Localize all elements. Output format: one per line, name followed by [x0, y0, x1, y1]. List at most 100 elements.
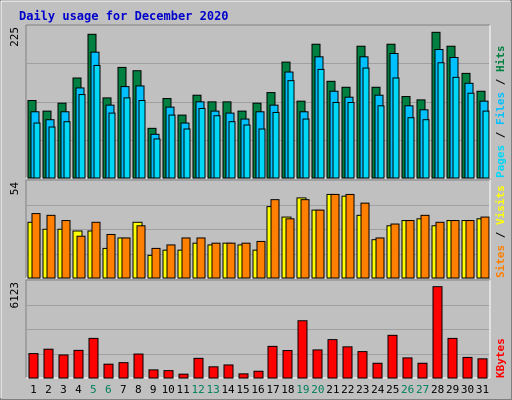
bar-sites-day-15	[241, 242, 251, 279]
bar-sites-day-2	[46, 214, 56, 279]
panel-kbytes: 6123 KBytes	[8, 279, 507, 379]
x-tick-label-day-7: 7	[120, 383, 127, 396]
bar-kbytes-day-5	[88, 337, 99, 379]
x-tick-label-day-2: 2	[45, 383, 52, 396]
kbytes-legend: KBytes	[494, 338, 507, 378]
x-tick-label-day-31: 31	[476, 383, 489, 396]
legend-hits: Hits	[494, 46, 507, 73]
bar-sites-day-27	[420, 214, 430, 279]
bar-sites-day-26	[405, 220, 415, 279]
bar-kbytes-day-7	[118, 362, 129, 379]
x-tick-label-day-4: 4	[75, 383, 82, 396]
bar-kbytes-day-21	[327, 339, 338, 379]
bar-kbytes-day-15	[238, 373, 249, 379]
x-tick-label-day-11: 11	[177, 383, 190, 396]
panel-hits-files-pages: 225 Pages / Files / Hits	[8, 24, 507, 179]
bar-sites-day-25	[390, 223, 400, 279]
x-tick-label-day-16: 16	[251, 383, 264, 396]
bar-pages-day-20	[317, 68, 325, 179]
bar-kbytes-day-2	[43, 348, 54, 379]
x-tick-label-day-5: 5	[90, 383, 97, 396]
bar-pages-day-15	[243, 124, 251, 179]
legend-separator: /	[494, 72, 507, 92]
bar-pages-day-10	[168, 114, 176, 179]
bar-pages-day-24	[377, 105, 385, 179]
bar-pages-day-22	[347, 102, 355, 179]
bar-kbytes-day-29	[447, 337, 458, 379]
bar-sites-day-16	[256, 240, 266, 279]
x-tick-label-day-17: 17	[266, 383, 279, 396]
x-tick-label-day-26: 26	[401, 383, 414, 396]
bar-pages-day-18	[287, 80, 295, 179]
bar-sites-day-20	[315, 209, 325, 279]
bar-kbytes-day-19	[297, 320, 308, 379]
bar-sites-day-31	[480, 216, 490, 279]
bar-pages-day-2	[48, 126, 56, 179]
bar-sites-day-1	[31, 213, 41, 279]
bar-kbytes-day-17	[267, 345, 278, 379]
bar-sites-day-24	[375, 237, 385, 279]
bar-pages-day-4	[78, 94, 86, 179]
bar-pages-day-29	[452, 76, 460, 179]
bar-kbytes-day-22	[342, 346, 353, 379]
bar-kbytes-day-31	[477, 358, 488, 379]
bar-pages-day-6	[108, 112, 116, 179]
bar-sites-day-6	[106, 233, 116, 279]
bar-sites-day-30	[465, 220, 475, 279]
x-tick-label-day-28: 28	[431, 383, 444, 396]
bar-pages-day-31	[482, 110, 490, 179]
kbytes-ymax-label: 6123	[8, 282, 21, 309]
bar-pages-day-23	[362, 67, 370, 179]
bar-kbytes-day-6	[103, 363, 114, 379]
x-tick-label-day-23: 23	[356, 383, 369, 396]
bar-pages-day-5	[93, 64, 101, 179]
x-tick-label-day-10: 10	[162, 383, 175, 396]
x-tick-label-day-6: 6	[105, 383, 112, 396]
x-tick-label-day-12: 12	[192, 383, 205, 396]
bar-sites-day-13	[211, 242, 221, 279]
bar-pages-day-3	[63, 121, 71, 179]
legend-sites: Sites	[494, 245, 507, 278]
bar-sites-day-5	[91, 221, 101, 279]
bar-kbytes-day-4	[73, 349, 84, 379]
bar-sites-day-12	[196, 237, 206, 279]
visits-sites-legend: Sites / Visits	[494, 185, 507, 278]
legend-visits: Visits	[494, 185, 507, 225]
bar-kbytes-day-28	[432, 286, 443, 379]
bar-kbytes-day-24	[372, 362, 383, 379]
hits-files-pages-legend: Pages / Files / Hits	[494, 46, 507, 179]
x-tick-label-day-27: 27	[416, 383, 429, 396]
bar-pages-day-26	[407, 117, 415, 179]
bar-kbytes-day-26	[402, 357, 413, 379]
bar-sites-day-17	[270, 199, 280, 279]
bar-pages-day-13	[213, 115, 221, 179]
bar-kbytes-day-14	[223, 364, 234, 379]
bar-sites-day-23	[360, 202, 370, 279]
bar-kbytes-day-16	[253, 370, 264, 379]
bar-kbytes-day-8	[133, 353, 144, 379]
bar-kbytes-day-11	[178, 373, 189, 379]
bar-sites-day-29	[450, 220, 460, 279]
legend-kbytes: KBytes	[494, 338, 507, 378]
bar-pages-day-30	[467, 92, 475, 179]
bar-kbytes-day-9	[148, 369, 159, 379]
bar-pages-day-9	[153, 138, 161, 179]
bar-kbytes-day-13	[208, 366, 219, 379]
panel-visits-sites: 54 Sites / Visits	[8, 179, 507, 279]
x-tick-label-day-19: 19	[296, 383, 309, 396]
x-tick-label-day-13: 13	[206, 383, 219, 396]
bar-kbytes-day-10	[163, 370, 174, 379]
legend-separator: /	[494, 225, 507, 245]
x-tick-label-day-14: 14	[221, 383, 235, 396]
bar-pages-day-1	[33, 122, 41, 179]
bar-sites-day-28	[435, 221, 445, 279]
bar-pages-day-25	[392, 77, 400, 179]
bar-sites-day-11	[181, 237, 191, 279]
x-tick-label-day-25: 25	[386, 383, 399, 396]
bar-sites-day-14	[226, 242, 236, 279]
bar-kbytes-day-1	[28, 353, 39, 379]
bar-sites-day-22	[345, 193, 355, 279]
x-tick-label-day-1: 1	[30, 383, 37, 396]
